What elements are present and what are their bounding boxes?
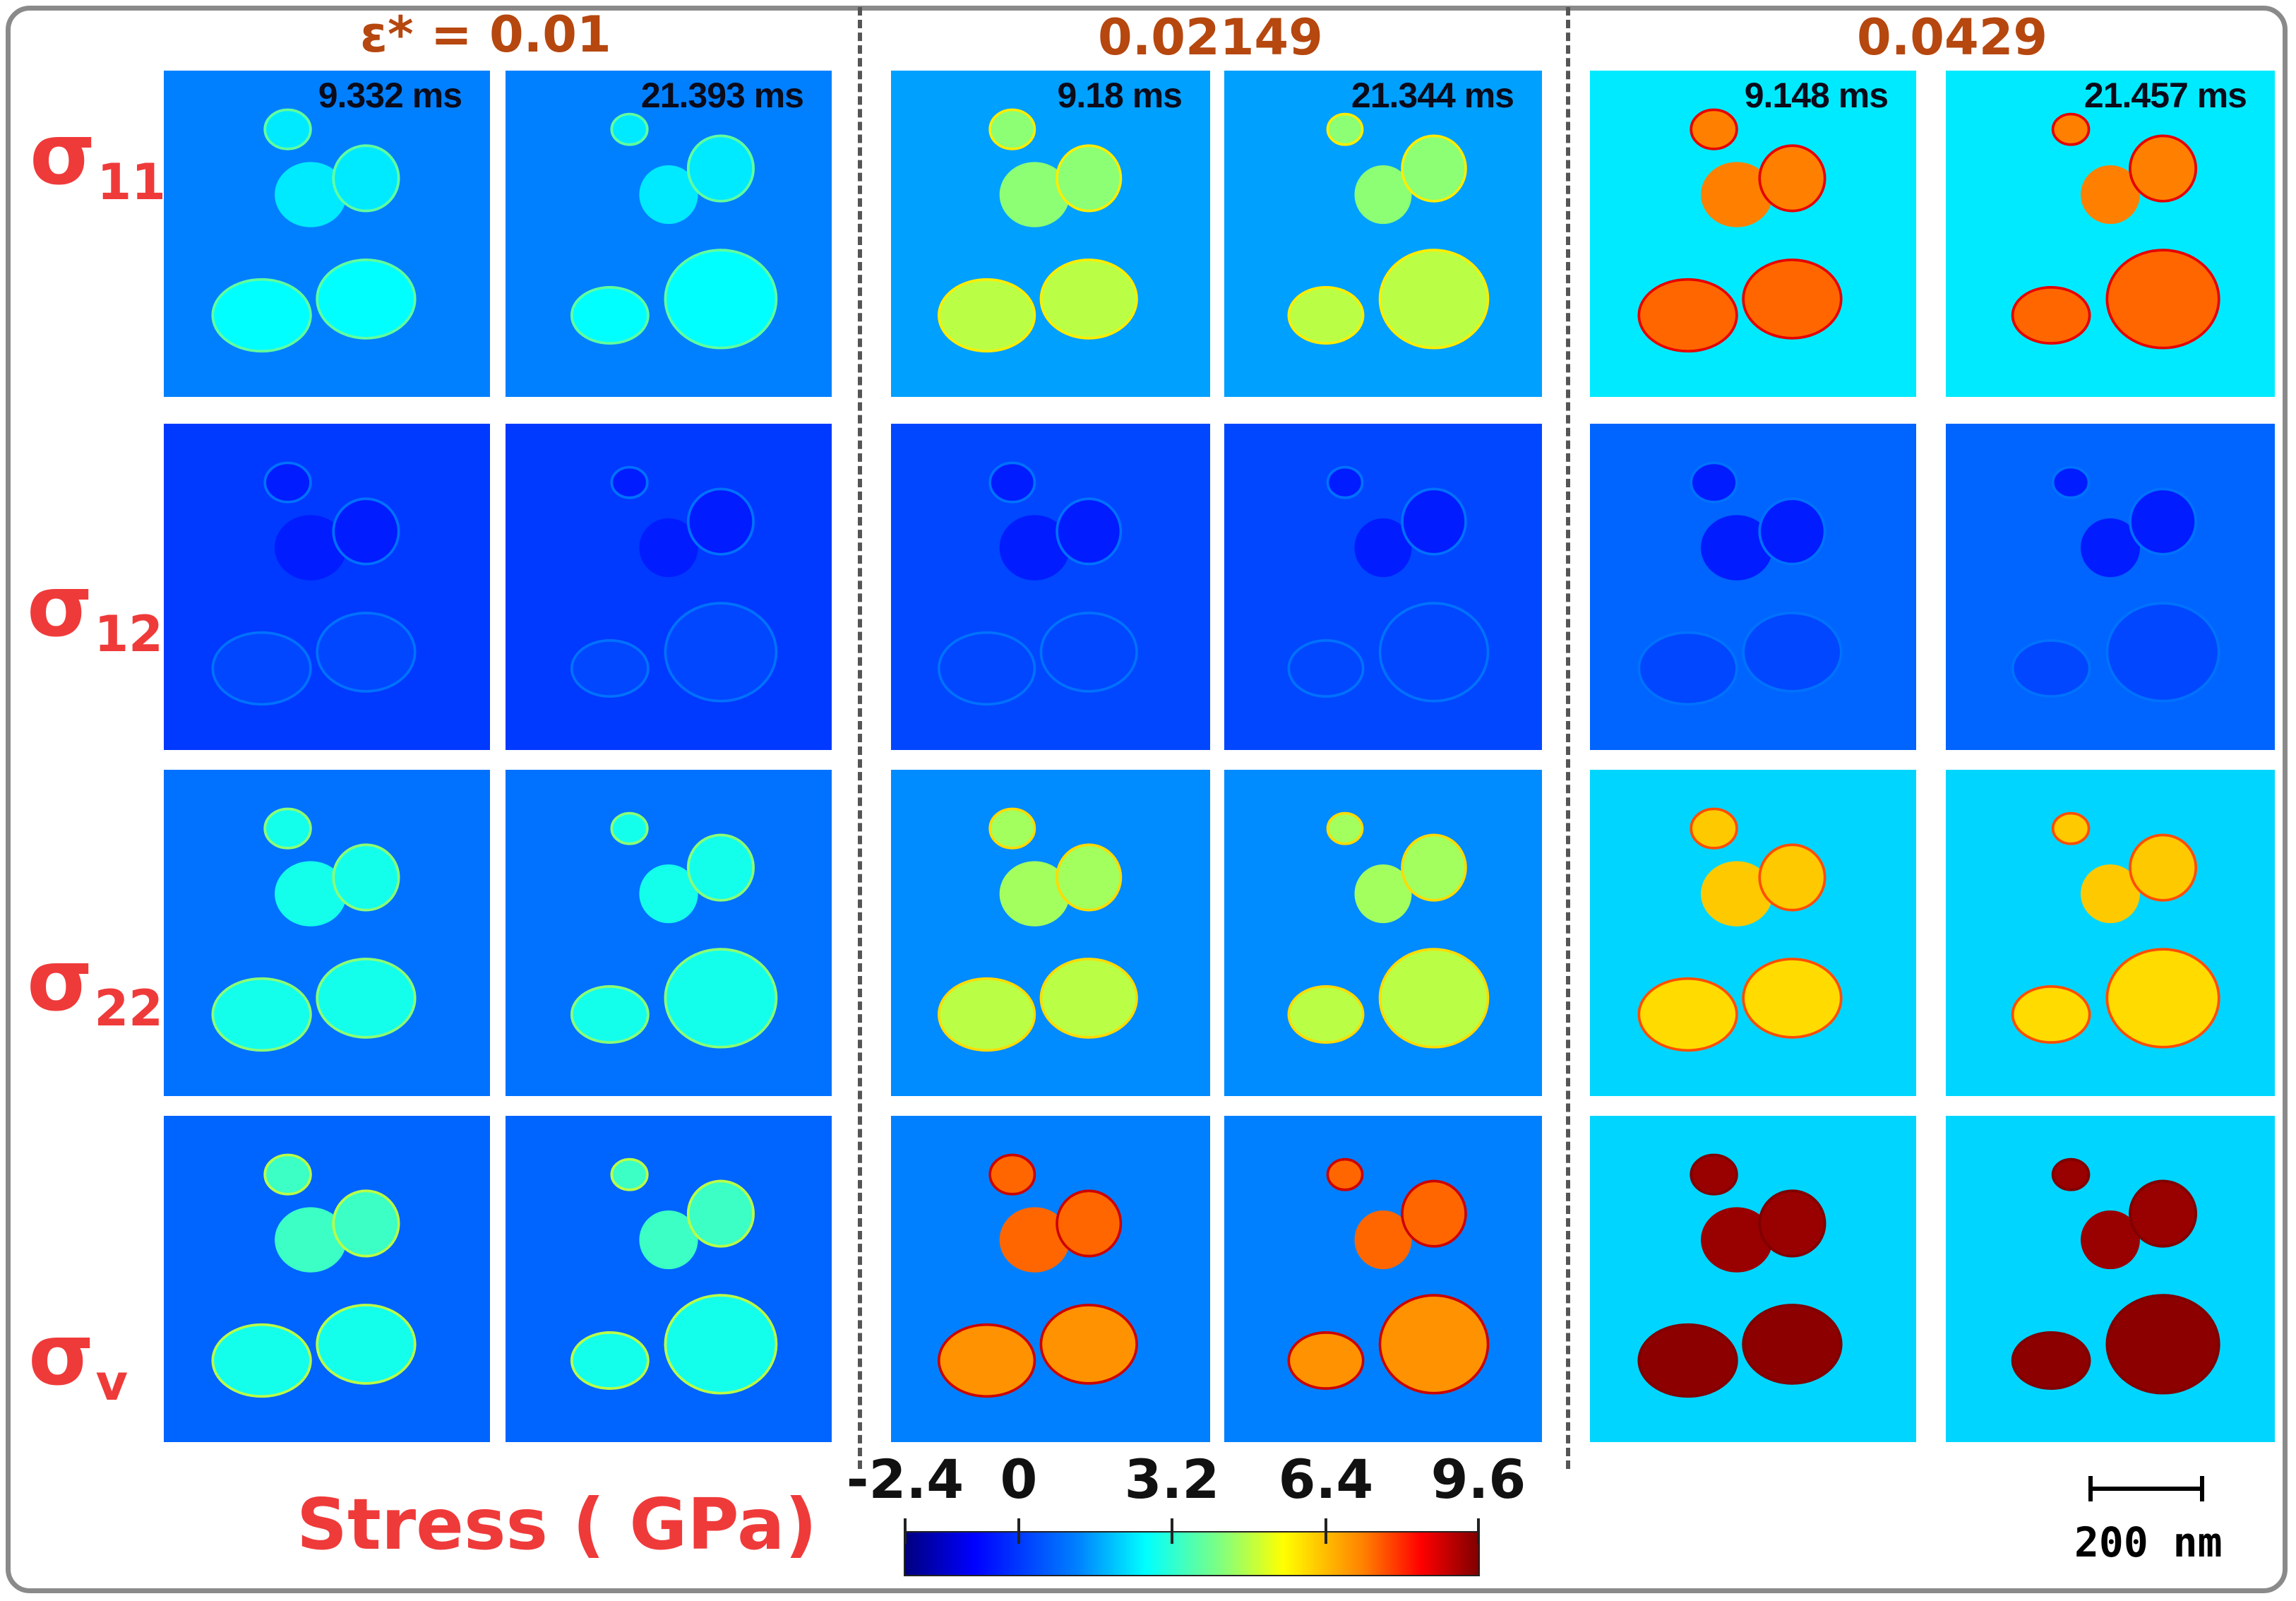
stress-panel (1224, 1116, 1542, 1442)
stress-panel: 9.18 ms (891, 71, 1210, 397)
row-label-sigma-v: σv (28, 1307, 128, 1412)
stress-panel (1590, 1116, 1916, 1442)
stress-panel (164, 770, 490, 1096)
row-label-sigma-11: σ11 (30, 106, 166, 211)
stress-panel (1946, 424, 2275, 750)
stress-panel (1224, 424, 1542, 750)
stress-panel (506, 770, 832, 1096)
scale-bar-right-cap (2200, 1476, 2204, 1501)
stress-panel: 9.148 ms (1590, 71, 1916, 397)
row-subscript: 22 (94, 980, 163, 1037)
colorbar-tick-label: 9.6 (1430, 1448, 1526, 1511)
colorbar-tick (1017, 1518, 1020, 1544)
stress-panel: 21.457 ms (1946, 71, 2275, 397)
row-symbol: σ (27, 558, 93, 656)
strain-label-2: 0.0429 (1857, 8, 2048, 66)
scale-bar-label: 200 nm (2074, 1518, 2223, 1566)
figure-frame (6, 6, 2288, 1593)
stress-panel (891, 1116, 1210, 1442)
colorbar-tick (904, 1518, 907, 1544)
colorbar-tick (1325, 1518, 1327, 1544)
colorbar-tick-label: 6.4 (1278, 1448, 1374, 1511)
stress-panel (1224, 770, 1542, 1096)
colorbar-title: Stress ( GPa) (297, 1483, 818, 1566)
stress-panel (1590, 424, 1916, 750)
time-label: 21.393 ms (640, 76, 804, 115)
time-label: 21.457 ms (2083, 76, 2247, 115)
colorbar-tick (1171, 1518, 1173, 1544)
stress-panel (891, 424, 1210, 750)
colorbar-tick-label: -2.4 (846, 1448, 964, 1511)
scale-bar (2090, 1487, 2204, 1491)
column-divider-2 (1566, 7, 1570, 1469)
time-label: 9.332 ms (318, 76, 462, 115)
stress-panel (164, 1116, 490, 1442)
row-label-sigma-22: σ22 (27, 932, 163, 1037)
colorbar-tick-label: 0 (1000, 1448, 1038, 1511)
row-symbol: σ (28, 1307, 95, 1405)
strain-label-1: 0.02149 (1098, 8, 1323, 66)
row-symbol: σ (27, 932, 93, 1030)
column-divider-1 (858, 7, 862, 1469)
row-subscript: 11 (97, 153, 166, 211)
strain-label-0: ε* = 0.01 (360, 6, 611, 64)
stress-panel (1946, 1116, 2275, 1442)
stress-panel: 21.344 ms (1224, 71, 1542, 397)
stress-panel: 21.393 ms (506, 71, 832, 397)
row-subscript: v (95, 1354, 128, 1412)
stress-panel (506, 424, 832, 750)
stress-panel (1590, 770, 1916, 1096)
colorbar (904, 1531, 1480, 1576)
colorbar-tick-label: 3.2 (1124, 1448, 1220, 1511)
stress-panel (891, 770, 1210, 1096)
stress-panel (1946, 770, 2275, 1096)
stress-panel (506, 1116, 832, 1442)
time-label: 21.344 ms (1351, 76, 1514, 115)
colorbar-tick (1477, 1518, 1480, 1544)
time-label: 9.18 ms (1057, 76, 1183, 115)
stress-panel: 9.332 ms (164, 71, 490, 397)
row-symbol: σ (30, 106, 96, 204)
time-label: 9.148 ms (1744, 76, 1889, 115)
row-subscript: 12 (94, 605, 163, 663)
stress-panel (164, 424, 490, 750)
row-label-sigma-12: σ12 (27, 558, 163, 663)
